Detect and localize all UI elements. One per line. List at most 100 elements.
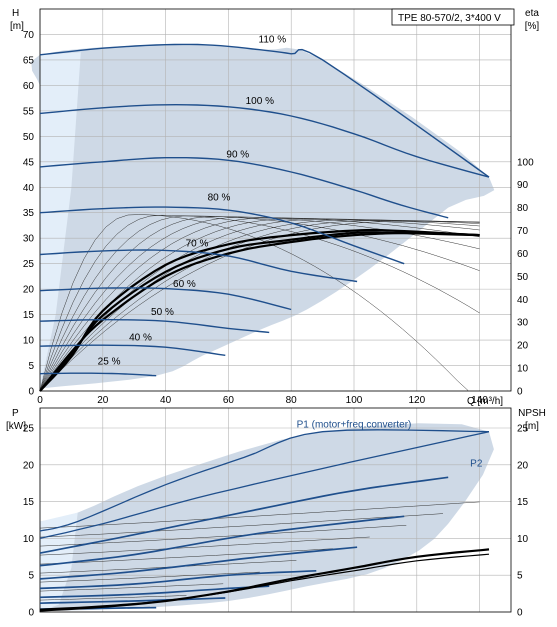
eta-tick-label: 80 — [517, 203, 529, 214]
x-tick-label: 20 — [97, 395, 109, 406]
npsh-tick-label: 5 — [517, 571, 523, 582]
head-curve — [39, 103, 490, 178]
head-curve — [39, 319, 270, 334]
head-curve — [39, 287, 292, 311]
y-tick-label: 25 — [23, 259, 35, 270]
plot-frame — [39, 407, 512, 613]
power-curve — [39, 515, 405, 567]
power-panel: P1 (motor+freq.converter) P 20 5 10 15 20 25 0 5 1… — [6, 407, 546, 619]
y-tick-label: 30 — [23, 234, 35, 245]
eta-tick-label: 40 — [517, 295, 529, 306]
head-curve — [39, 344, 226, 356]
head-curve — [39, 372, 157, 377]
title-box-text: TPE 80-570/2, 3*400 V — [398, 13, 501, 24]
y-tick-label: 55 — [23, 106, 35, 117]
speed-label: 40 % — [129, 333, 152, 344]
power-curve — [39, 546, 358, 580]
npsh-tick-label: 10 — [517, 534, 529, 545]
speed-label: 60 % — [173, 279, 196, 290]
eta-tick-label: 10 — [517, 364, 529, 375]
min-speed-region — [40, 512, 78, 612]
eta-axis-unit: [%] — [525, 21, 540, 32]
x-tick-label: 0 — [37, 395, 43, 406]
y-tick-label: 10 — [23, 336, 35, 347]
speed-label: 70 % — [186, 238, 209, 249]
eta-tick-label: 0 — [517, 387, 523, 398]
x-tick-label: 60 — [223, 395, 235, 406]
p-axis-unit: [kW] — [6, 421, 26, 432]
efficiency-curve — [39, 219, 480, 392]
y-tick-label: 65 — [23, 55, 35, 66]
power-curve — [39, 569, 317, 590]
npsh-axis-unit: [m] — [525, 421, 539, 432]
power-curve-thin — [39, 525, 407, 547]
power-curve-thin — [39, 548, 334, 565]
head-curve — [39, 43, 490, 178]
power-curve-thin — [39, 536, 370, 556]
operating-envelope — [40, 423, 494, 612]
efficiency-curve — [39, 217, 480, 392]
speed-label: 80 % — [208, 193, 231, 204]
title-box: TPE 80-570/2, 3*400 V — [391, 8, 515, 26]
eta-tick-label: 50 — [517, 272, 529, 283]
p-tick-label: 10 — [23, 534, 35, 545]
x-tick-label: 100 — [346, 395, 363, 406]
eta-tick-label: 100 — [517, 157, 534, 168]
x-tick-label: 80 — [286, 395, 298, 406]
power-curve — [39, 431, 490, 540]
y-tick-label: 5 — [28, 361, 34, 372]
x-tick-label: 120 — [408, 395, 425, 406]
npsh-tick-label: 15 — [517, 497, 529, 508]
speed-label: 50 % — [151, 307, 174, 318]
eta-tick-label: 60 — [517, 249, 529, 260]
x-tick-label: 40 — [160, 395, 172, 406]
head-curve — [39, 157, 449, 219]
p-tick-label: 25 — [23, 424, 35, 435]
speed-label: 90 % — [226, 149, 249, 160]
power-curve-thin — [39, 513, 444, 538]
npsh-curve-secondary — [39, 553, 490, 610]
npsh-tick-label: 0 — [517, 608, 523, 619]
eta-tick-label: 30 — [517, 318, 529, 329]
speed-label: 25 % — [98, 357, 121, 368]
y-tick-label: 0 — [28, 387, 34, 398]
y-tick-label: 40 — [23, 183, 35, 194]
head-panel: 110 % 100 % 90 % 80 % 70 % 60 % 50 % 40 % 25 % 0 2… — [10, 8, 539, 407]
p-tick-label: 15 — [23, 497, 35, 508]
npsh-tick-label: 25 — [517, 424, 529, 435]
y-tick-label: 15 — [23, 310, 35, 321]
power-curve-thin — [39, 595, 187, 601]
y-axis-label: H — [12, 8, 19, 19]
eta-tick-label: 70 — [517, 226, 529, 237]
p-tick-label: 20 — [23, 460, 35, 471]
efficiency-curve-thick — [39, 231, 480, 392]
x-axis-label: Q [m³/h] — [467, 396, 503, 407]
y-axis-unit: [m] — [10, 21, 24, 32]
power-curve-thin — [39, 501, 480, 529]
power-curve — [39, 429, 490, 532]
head-curve — [39, 249, 358, 283]
power-label: P1 (motor+freq.converter) — [297, 419, 412, 430]
y-tick-label: 20 — [23, 285, 35, 296]
power-curve — [39, 597, 226, 605]
power-curve-thin — [39, 583, 224, 592]
x-tick-label: 140 — [471, 395, 488, 406]
p-tick-label: 0 — [28, 608, 34, 619]
eta-tick-label: 90 — [517, 180, 529, 191]
y-tick-label: 45 — [23, 157, 35, 168]
npsh-curve — [39, 548, 490, 612]
y-tick-label: 60 — [23, 81, 35, 92]
head-curve — [39, 206, 405, 265]
npsh-tick-label: 20 — [517, 460, 529, 471]
power-curve — [39, 476, 449, 554]
y-tick-label: 70 — [23, 30, 35, 41]
eta-axis-label: eta — [525, 8, 539, 19]
power-curve-thin — [39, 571, 260, 583]
efficiency-curve — [39, 215, 480, 392]
p-tick-label: 5 — [28, 571, 34, 582]
efficiency-curve — [39, 217, 480, 392]
y-tick-label: 50 — [23, 132, 35, 143]
p-axis-label: P — [12, 408, 19, 419]
